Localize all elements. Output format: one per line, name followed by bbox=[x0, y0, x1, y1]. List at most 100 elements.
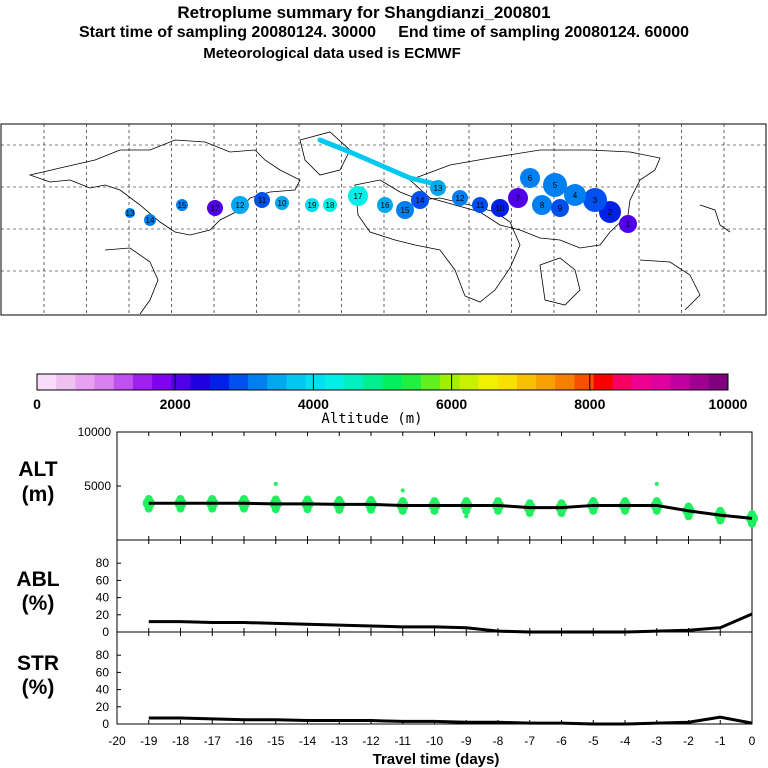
map-point-marker bbox=[377, 197, 393, 213]
map-point-label: 18 bbox=[326, 201, 335, 210]
x-tick-label: -18 bbox=[172, 734, 190, 748]
map-point: 8 bbox=[532, 195, 552, 215]
map-point: 18 bbox=[323, 198, 337, 212]
x-tick-label: -17 bbox=[204, 734, 222, 748]
series-line bbox=[148, 501, 753, 520]
colorbar-swatch bbox=[497, 374, 518, 390]
colorbar-swatch bbox=[574, 374, 595, 390]
map-point: 13 bbox=[125, 208, 135, 218]
map-point: 14 bbox=[411, 191, 429, 209]
colorbar-swatch bbox=[56, 374, 76, 390]
x-axis-label: Travel time (days) bbox=[373, 751, 500, 768]
y-axis-unit: (%) bbox=[22, 676, 55, 699]
sampling-period: Start time of sampling 20080124. 30000 E… bbox=[78, 24, 690, 41]
colorbar-tick-label: 10000 bbox=[709, 396, 748, 412]
map-point-marker bbox=[619, 215, 637, 233]
colorbar-swatch bbox=[286, 374, 307, 390]
map-point-label: 12 bbox=[236, 201, 245, 210]
colorbar-swatch bbox=[209, 374, 230, 390]
map-point: 10 bbox=[275, 196, 289, 210]
map-point-label: 11 bbox=[258, 196, 267, 205]
plume-trail bbox=[317, 137, 443, 188]
map-point-label: 17 bbox=[354, 192, 363, 201]
x-tick-label: -8 bbox=[493, 734, 504, 748]
colorbar-tick-label: 0 bbox=[33, 396, 41, 412]
x-tick-label: -14 bbox=[299, 734, 317, 748]
map-point: 12 bbox=[231, 196, 249, 214]
map-point-marker bbox=[231, 196, 249, 214]
map-point-marker bbox=[532, 195, 552, 215]
alt-scatter-point bbox=[591, 496, 596, 501]
alt-scatter-point bbox=[367, 496, 375, 505]
map-point-label: 10 bbox=[278, 199, 287, 208]
alt-scatter-point bbox=[144, 494, 153, 503]
map-point-label: 7 bbox=[516, 194, 521, 203]
alt-scatter-point bbox=[303, 495, 312, 504]
map-point: 5 bbox=[543, 173, 567, 197]
colorbar-swatch bbox=[708, 374, 729, 390]
y-tick-label: 20 bbox=[96, 700, 110, 714]
map-point-marker bbox=[452, 190, 468, 206]
colorbar-swatch bbox=[94, 374, 115, 390]
colorbar-swatch bbox=[420, 374, 441, 390]
alt-scatter-point bbox=[146, 505, 151, 510]
alt-scatter-point bbox=[684, 502, 693, 511]
map-point-marker bbox=[583, 188, 607, 212]
map-point-label: 14 bbox=[146, 216, 155, 225]
met-data-note: Meteorological data used is ECMWF bbox=[203, 45, 461, 62]
map-point: 17 bbox=[207, 200, 223, 216]
map-point: 16 bbox=[377, 197, 393, 213]
x-tick-label: -12 bbox=[362, 734, 380, 748]
colorbar-swatch bbox=[267, 374, 288, 390]
colorbar-swatch bbox=[228, 374, 249, 390]
colorbar-swatch bbox=[440, 374, 460, 390]
y-axis-label: ABL bbox=[16, 568, 59, 591]
map-point: 14 bbox=[144, 214, 156, 226]
colorbar-swatch bbox=[478, 374, 499, 390]
colorbar-swatch bbox=[344, 374, 364, 390]
colorbar-swatch bbox=[190, 374, 211, 390]
map-point-label: 5 bbox=[553, 181, 558, 190]
alt-scatter-point bbox=[525, 499, 534, 508]
colorbar-swatch bbox=[113, 374, 134, 390]
map-point: 3 bbox=[583, 188, 607, 212]
x-tick-label: -7 bbox=[524, 734, 535, 748]
chart-title: Retroplume summary for Shangdianzi_20080… bbox=[177, 3, 551, 22]
map-point: 19 bbox=[305, 198, 319, 212]
y-tick-label: 60 bbox=[96, 573, 110, 587]
x-tick-label: -19 bbox=[140, 734, 158, 748]
map-point-label: 4 bbox=[573, 191, 578, 200]
map-point-marker bbox=[411, 191, 429, 209]
y-tick-label: 0 bbox=[102, 625, 109, 639]
colorbar-swatch bbox=[670, 374, 691, 390]
map-point-label: 17 bbox=[211, 204, 220, 213]
map-point-label: 12 bbox=[456, 194, 465, 203]
map-point-label: 3 bbox=[593, 196, 598, 205]
alt-scatter-point bbox=[494, 497, 502, 506]
map-point: 13 bbox=[430, 180, 446, 196]
map-point-label: 16 bbox=[381, 201, 390, 210]
colorbar-swatch bbox=[37, 374, 57, 390]
map-point-label: 6 bbox=[528, 174, 533, 183]
map-point-label: 8 bbox=[540, 201, 545, 210]
colorbar-swatch bbox=[248, 374, 268, 390]
x-tick-label: -6 bbox=[556, 734, 567, 748]
colorbar-swatch bbox=[401, 374, 422, 390]
map-point-marker bbox=[275, 196, 289, 210]
alt-scatter-point bbox=[240, 494, 248, 503]
colorbar-swatch bbox=[689, 374, 710, 390]
alt-scatter-point bbox=[462, 497, 471, 506]
map-frame bbox=[0, 123, 767, 316]
time-series-panels: 500010000ALT(m)020406080ABL(%)020406080S… bbox=[16, 425, 758, 748]
map-point-label: 13 bbox=[126, 209, 135, 218]
x-tick-label: -10 bbox=[426, 734, 444, 748]
alt-scatter-point bbox=[464, 514, 469, 519]
alt-scatter-point bbox=[335, 496, 344, 505]
panel-frame bbox=[116, 431, 753, 541]
colorbar-swatch bbox=[75, 374, 96, 390]
alt-scatter-point bbox=[271, 495, 280, 504]
altitude-colorbar: 0 2000 4000 6000 8000 10000 bbox=[33, 373, 748, 412]
colorbar-swatch bbox=[171, 374, 192, 390]
alt-scatter-point bbox=[557, 499, 566, 508]
colorbar-swatch bbox=[382, 374, 403, 390]
